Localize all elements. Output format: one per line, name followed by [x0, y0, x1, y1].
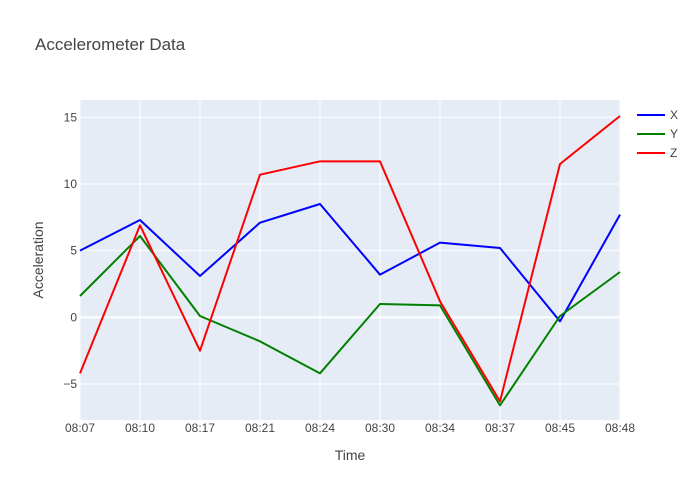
legend: XYZ: [637, 108, 678, 160]
y-tick-label: −5: [63, 377, 77, 391]
x-tick-label: 08:21: [245, 421, 275, 435]
x-tick-label: 08:45: [545, 421, 575, 435]
x-axis-title: Time: [335, 447, 366, 463]
y-tick-labels: −5 0 5 10 15: [63, 110, 77, 391]
plot-area: [80, 100, 620, 420]
x-tick-label: 08:10: [125, 421, 155, 435]
y-axis-title: Acceleration: [30, 221, 46, 298]
series-line-y: [79, 235, 621, 407]
y-tick-label: 0: [70, 310, 77, 324]
series-line-z: [79, 115, 621, 403]
legend-label-x[interactable]: X: [670, 108, 678, 122]
x-tick-label: 08:07: [65, 421, 95, 435]
x-tick-labels: 08:07 08:10 08:17 08:21 08:24 08:30 08:34 08:37…: [65, 421, 635, 435]
legend-label-y[interactable]: Y: [670, 127, 678, 141]
y-tick-label: 10: [64, 177, 78, 191]
x-tick-label: 08:48: [605, 421, 635, 435]
x-tick-label: 08:37: [485, 421, 515, 435]
series-layer: [79, 115, 621, 407]
legend-label-z[interactable]: Z: [670, 146, 677, 160]
x-tick-label: 08:30: [365, 421, 395, 435]
y-tick-label: 5: [70, 244, 77, 258]
x-tick-label: 08:34: [425, 421, 455, 435]
y-tick-label: 15: [64, 110, 78, 124]
y-gridlines: [80, 116, 620, 385]
x-tick-label: 08:17: [185, 421, 215, 435]
chart-title: Accelerometer Data: [35, 35, 186, 54]
x-gridlines: [79, 100, 621, 420]
x-tick-label: 08:24: [305, 421, 335, 435]
